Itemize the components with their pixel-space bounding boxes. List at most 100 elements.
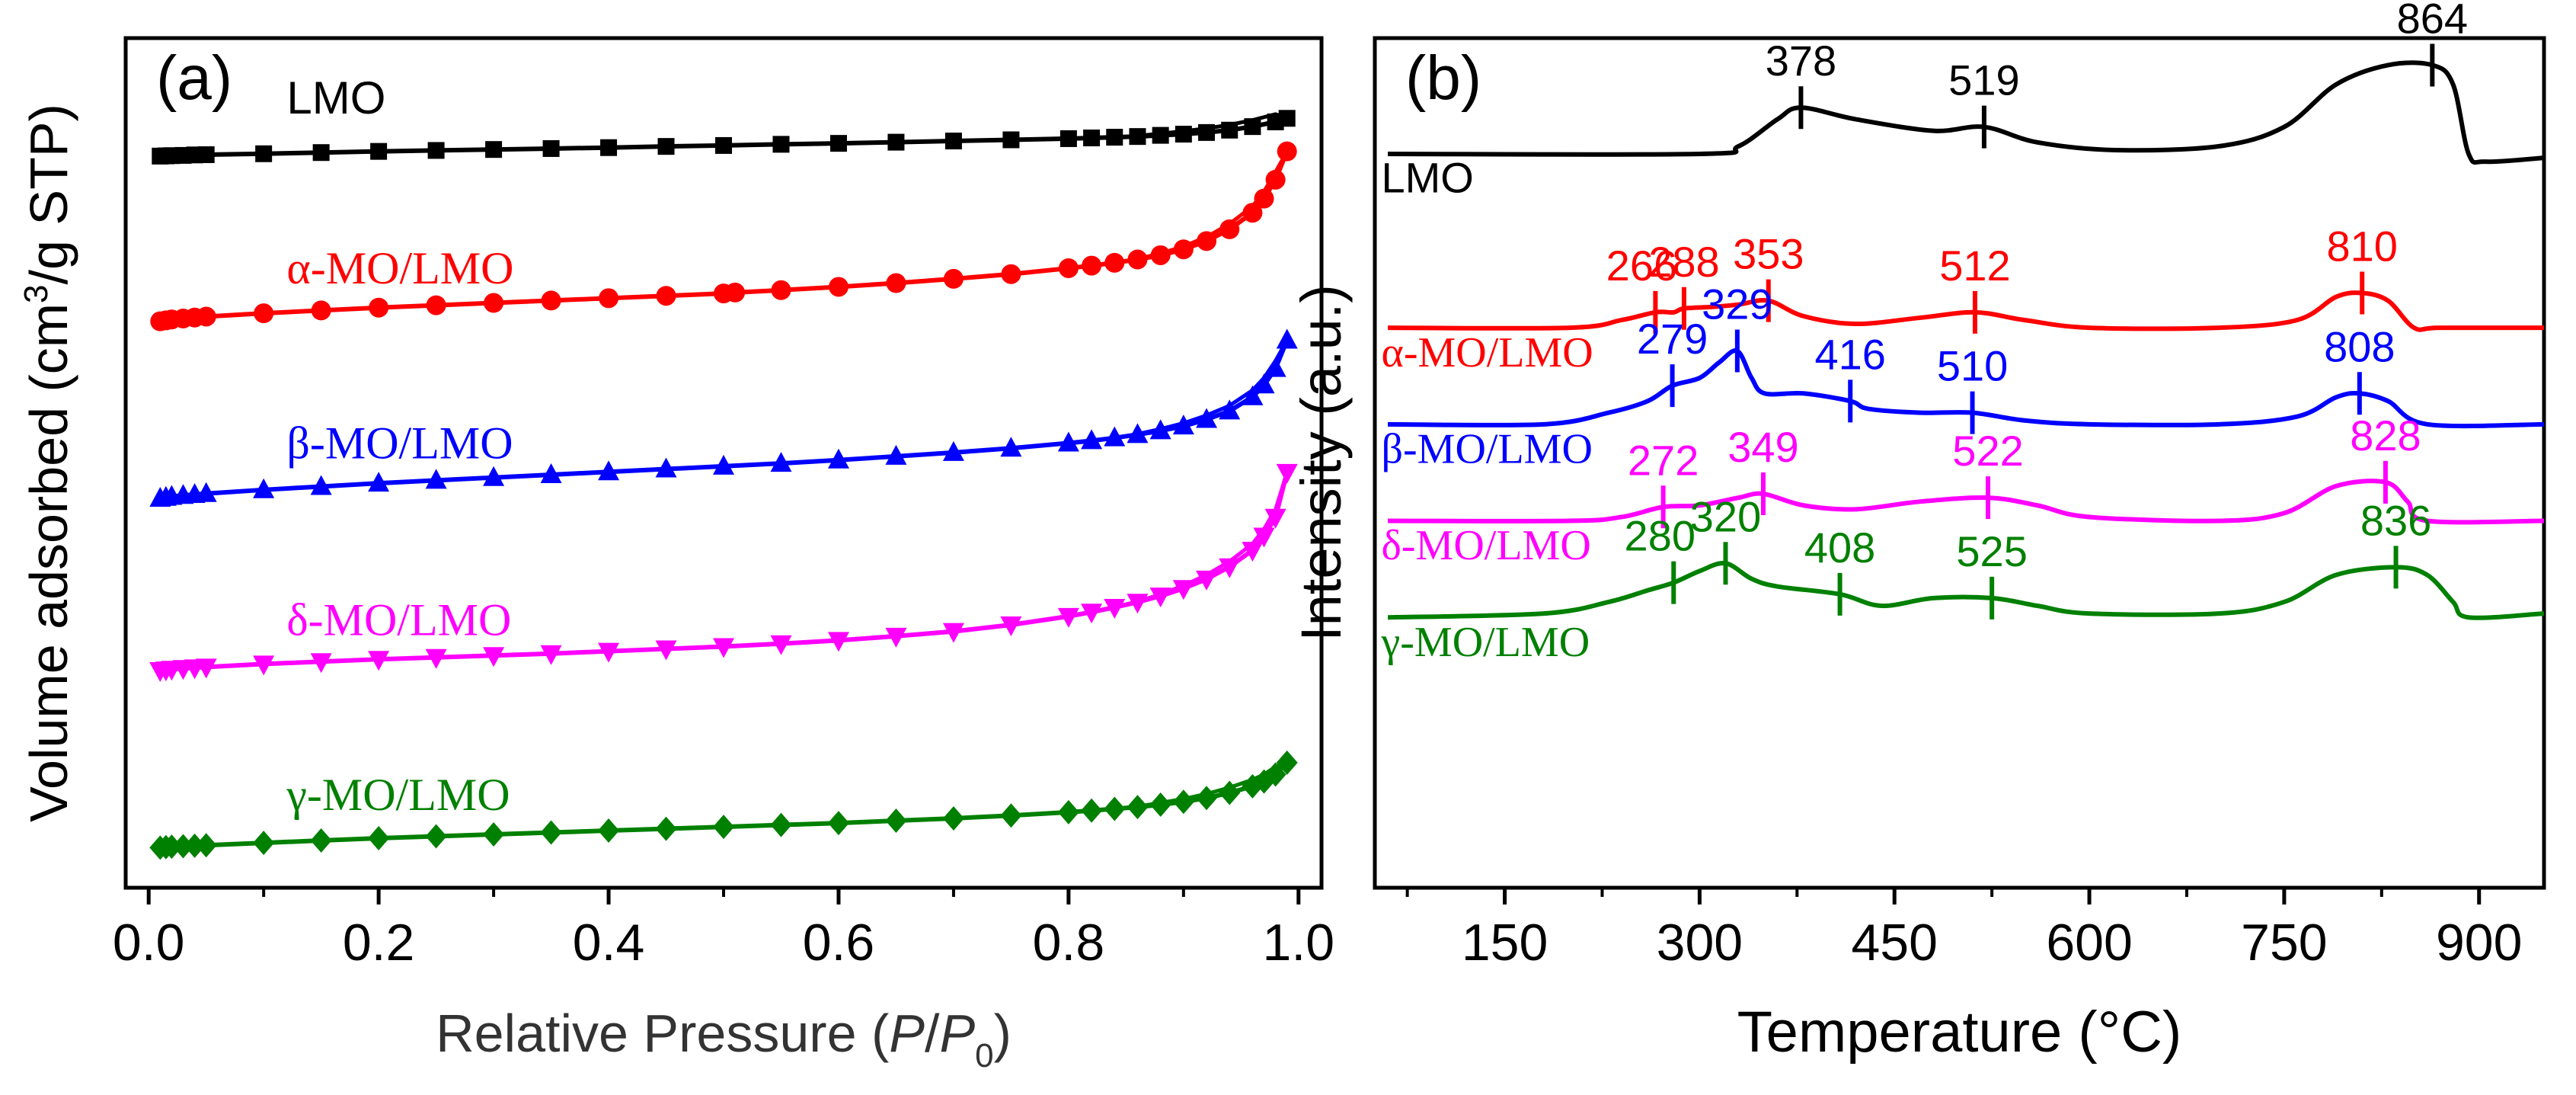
data-point bbox=[655, 816, 677, 841]
peak-label: 836 bbox=[2360, 496, 2431, 544]
data-point bbox=[1242, 385, 1264, 405]
data-point bbox=[483, 647, 505, 668]
y-axis-label: Volume adsorbed (cm3/g STP) bbox=[18, 104, 78, 822]
data-point bbox=[195, 833, 217, 858]
series-label: β-MO/LMO bbox=[1382, 426, 1593, 473]
plot-frame bbox=[1373, 36, 2546, 890]
data-point bbox=[1196, 786, 1218, 811]
data-point bbox=[944, 133, 962, 150]
panel-label: (a) bbox=[156, 43, 232, 113]
data-point bbox=[540, 645, 562, 665]
data-point bbox=[1081, 604, 1103, 624]
data-point bbox=[196, 306, 216, 327]
series-δ-MO/LMO bbox=[149, 463, 1298, 683]
data-point bbox=[1219, 558, 1241, 578]
x-tick-label: 300 bbox=[1657, 914, 1743, 972]
data-point bbox=[942, 805, 964, 831]
data-point bbox=[885, 444, 907, 465]
data-point bbox=[1082, 255, 1102, 276]
data-point bbox=[1219, 399, 1241, 420]
data-point bbox=[1197, 231, 1217, 251]
panel-b: 150 300 450 600 750 900 Temperature (°C) Intens… bbox=[1290, 0, 2546, 1065]
data-point bbox=[310, 475, 332, 495]
peak-label: 525 bbox=[1956, 527, 2027, 575]
data-point bbox=[312, 144, 330, 162]
x-axis-label: Temperature (°C) bbox=[1737, 1000, 2182, 1065]
data-point bbox=[656, 286, 676, 306]
data-point bbox=[657, 138, 675, 155]
data-point bbox=[1242, 203, 1263, 223]
data-point bbox=[599, 288, 619, 309]
data-point bbox=[827, 811, 849, 836]
data-point bbox=[253, 655, 275, 676]
data-point bbox=[1058, 258, 1079, 278]
data-point bbox=[598, 460, 620, 481]
series-line bbox=[1388, 60, 2545, 165]
peak-label: 288 bbox=[1648, 238, 1719, 286]
data-point bbox=[713, 638, 734, 658]
data-point bbox=[172, 834, 194, 859]
series-label: β-MO/LMO bbox=[286, 418, 513, 468]
data-point bbox=[1278, 110, 1296, 127]
peak-label: 329 bbox=[1702, 280, 1772, 328]
data-point bbox=[1253, 527, 1275, 548]
data-point bbox=[1264, 762, 1286, 787]
data-point bbox=[184, 833, 206, 858]
data-point bbox=[1149, 792, 1171, 817]
y-label-text: /g STP) bbox=[19, 104, 78, 284]
data-point bbox=[370, 142, 388, 160]
series-γ-MO/LMO bbox=[149, 750, 1298, 860]
data-point bbox=[943, 268, 964, 289]
data-point bbox=[1057, 431, 1079, 452]
data-point bbox=[485, 141, 503, 158]
data-point bbox=[1000, 437, 1022, 457]
x-tick-label: 0.6 bbox=[803, 914, 875, 972]
data-point bbox=[1127, 423, 1149, 443]
data-point bbox=[310, 653, 332, 674]
data-point bbox=[425, 469, 447, 489]
data-point bbox=[1244, 118, 1261, 136]
data-point bbox=[942, 440, 964, 461]
peak-label: 266 bbox=[1606, 242, 1677, 290]
data-point bbox=[770, 452, 792, 472]
data-point bbox=[1057, 799, 1079, 824]
data-point bbox=[1059, 130, 1077, 147]
data-point bbox=[655, 640, 677, 661]
data-point bbox=[827, 448, 849, 469]
data-point bbox=[715, 136, 732, 154]
x-tick-label: 0.4 bbox=[573, 914, 645, 972]
data-point bbox=[1129, 128, 1146, 146]
series-label: δ-MO/LMO bbox=[1382, 522, 1591, 569]
data-point bbox=[1265, 169, 1286, 190]
data-point bbox=[1173, 239, 1194, 260]
data-point bbox=[713, 454, 734, 475]
data-point bbox=[427, 142, 445, 159]
peak-label: 808 bbox=[2324, 322, 2395, 370]
data-point bbox=[1196, 408, 1218, 428]
series-α-MO/LMO bbox=[150, 141, 1297, 331]
data-point bbox=[1000, 616, 1022, 636]
data-point bbox=[598, 642, 620, 663]
data-point bbox=[1106, 129, 1123, 146]
series-LMO bbox=[152, 110, 1296, 165]
x-tick-label: 0.0 bbox=[113, 914, 185, 972]
series-label: α-MO/LMO bbox=[1382, 329, 1593, 376]
data-point bbox=[886, 273, 906, 293]
x-tick-label: 0.2 bbox=[343, 914, 415, 972]
peak-label: 510 bbox=[1937, 342, 2008, 390]
data-point bbox=[1149, 419, 1171, 440]
data-point bbox=[255, 145, 273, 162]
data-point bbox=[1104, 252, 1125, 273]
panel-label: (b) bbox=[1405, 43, 1481, 113]
data-point bbox=[942, 623, 964, 643]
data-point bbox=[1001, 264, 1021, 284]
data-point bbox=[368, 651, 390, 671]
data-point bbox=[484, 293, 504, 313]
data-point bbox=[1057, 607, 1079, 628]
data-point bbox=[195, 482, 217, 502]
y-label-text: Volume adsorbed (cm bbox=[19, 303, 78, 822]
data-point bbox=[770, 635, 792, 655]
